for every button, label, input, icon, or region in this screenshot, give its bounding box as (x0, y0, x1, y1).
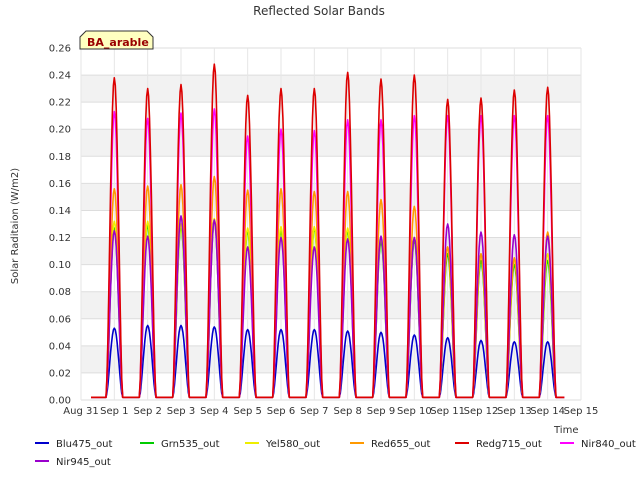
legend-label: Grn535_out (161, 439, 220, 450)
x-tick-label: Sep 12 (464, 406, 499, 417)
background-band (81, 48, 581, 76)
x-tick-label: Aug 31 (63, 406, 98, 417)
background-band (81, 372, 581, 400)
y-tick-label: 0.10 (49, 260, 71, 271)
x-tick-label: Sep 11 (430, 406, 465, 417)
x-tick-label: Sep 2 (133, 406, 161, 417)
background-band (81, 102, 581, 130)
background-band (81, 183, 581, 211)
background-band (81, 75, 581, 103)
site-label: BA_arable (87, 36, 149, 49)
y-axis-title: Solar Raditaion (W/m2) (10, 168, 21, 284)
x-tick-label: Sep 15 (564, 406, 599, 417)
gridlines (80, 47, 582, 401)
x-axis-title: Time (553, 425, 578, 436)
y-tick-label: 0.22 (49, 98, 71, 109)
x-tick-labels: Aug 31 Sep 1 Sep 2 Sep 3 Sep 4 Sep 5 Sep 6 Sep … (63, 406, 598, 417)
background-band (81, 156, 581, 184)
background-band (81, 345, 581, 373)
y-tick-label: 0.20 (49, 125, 71, 136)
x-tick-label: Sep 7 (300, 406, 328, 417)
legend-label: Nir840_out (581, 439, 636, 450)
chart-title: Reflected Solar Bands (253, 4, 385, 18)
y-tick-label: 0.24 (49, 71, 71, 82)
y-tick-label: 0.00 (49, 396, 71, 407)
x-tick-label: Sep 6 (267, 406, 295, 417)
x-tick-label: Sep 14 (530, 406, 565, 417)
x-tick-label: Sep 13 (497, 406, 532, 417)
series-lines (91, 63, 565, 399)
y-tick-label: 0.06 (49, 314, 71, 325)
x-tick-label: Sep 9 (367, 406, 395, 417)
x-tick-label: Sep 5 (233, 406, 261, 417)
legend-label: Redg715_out (476, 439, 542, 450)
x-tick-label: Sep 4 (200, 406, 228, 417)
y-tick-label: 0.16 (49, 179, 71, 190)
legend-label: Blu475_out (56, 439, 113, 450)
background-band (81, 318, 581, 346)
x-tick-label: Sep 8 (333, 406, 361, 417)
x-tick-label: Sep 1 (100, 406, 128, 417)
site-label-box: BA_arable (79, 30, 154, 50)
legend: Blu475_out Grn535_out Yel580_out Red655_out… (35, 439, 636, 468)
y-tick-label: 0.26 (49, 44, 71, 55)
background-band (81, 237, 581, 265)
legend-label: Nir945_out (56, 457, 111, 468)
y-tick-label: 0.04 (49, 341, 71, 352)
series-line-redg715_out (91, 63, 565, 399)
y-tick-label: 0.18 (49, 152, 71, 163)
background-band (81, 264, 581, 292)
background-band (81, 129, 581, 157)
background-bands (81, 48, 581, 400)
y-tick-labels: 0.00 0.02 0.04 0.06 0.08 0.10 0.12 0.14 0.16 0.18… (49, 44, 71, 407)
x-tick-label: Sep 3 (167, 406, 195, 417)
x-tick-label: Sep 10 (397, 406, 432, 417)
y-tick-label: 0.14 (49, 206, 71, 217)
background-band (81, 210, 581, 238)
legend-label: Red655_out (371, 439, 431, 450)
legend-label: Yel580_out (265, 439, 320, 450)
background-band (81, 291, 581, 319)
y-tick-label: 0.12 (49, 233, 71, 244)
y-tick-label: 0.08 (49, 287, 71, 298)
y-tick-label: 0.02 (49, 368, 71, 379)
